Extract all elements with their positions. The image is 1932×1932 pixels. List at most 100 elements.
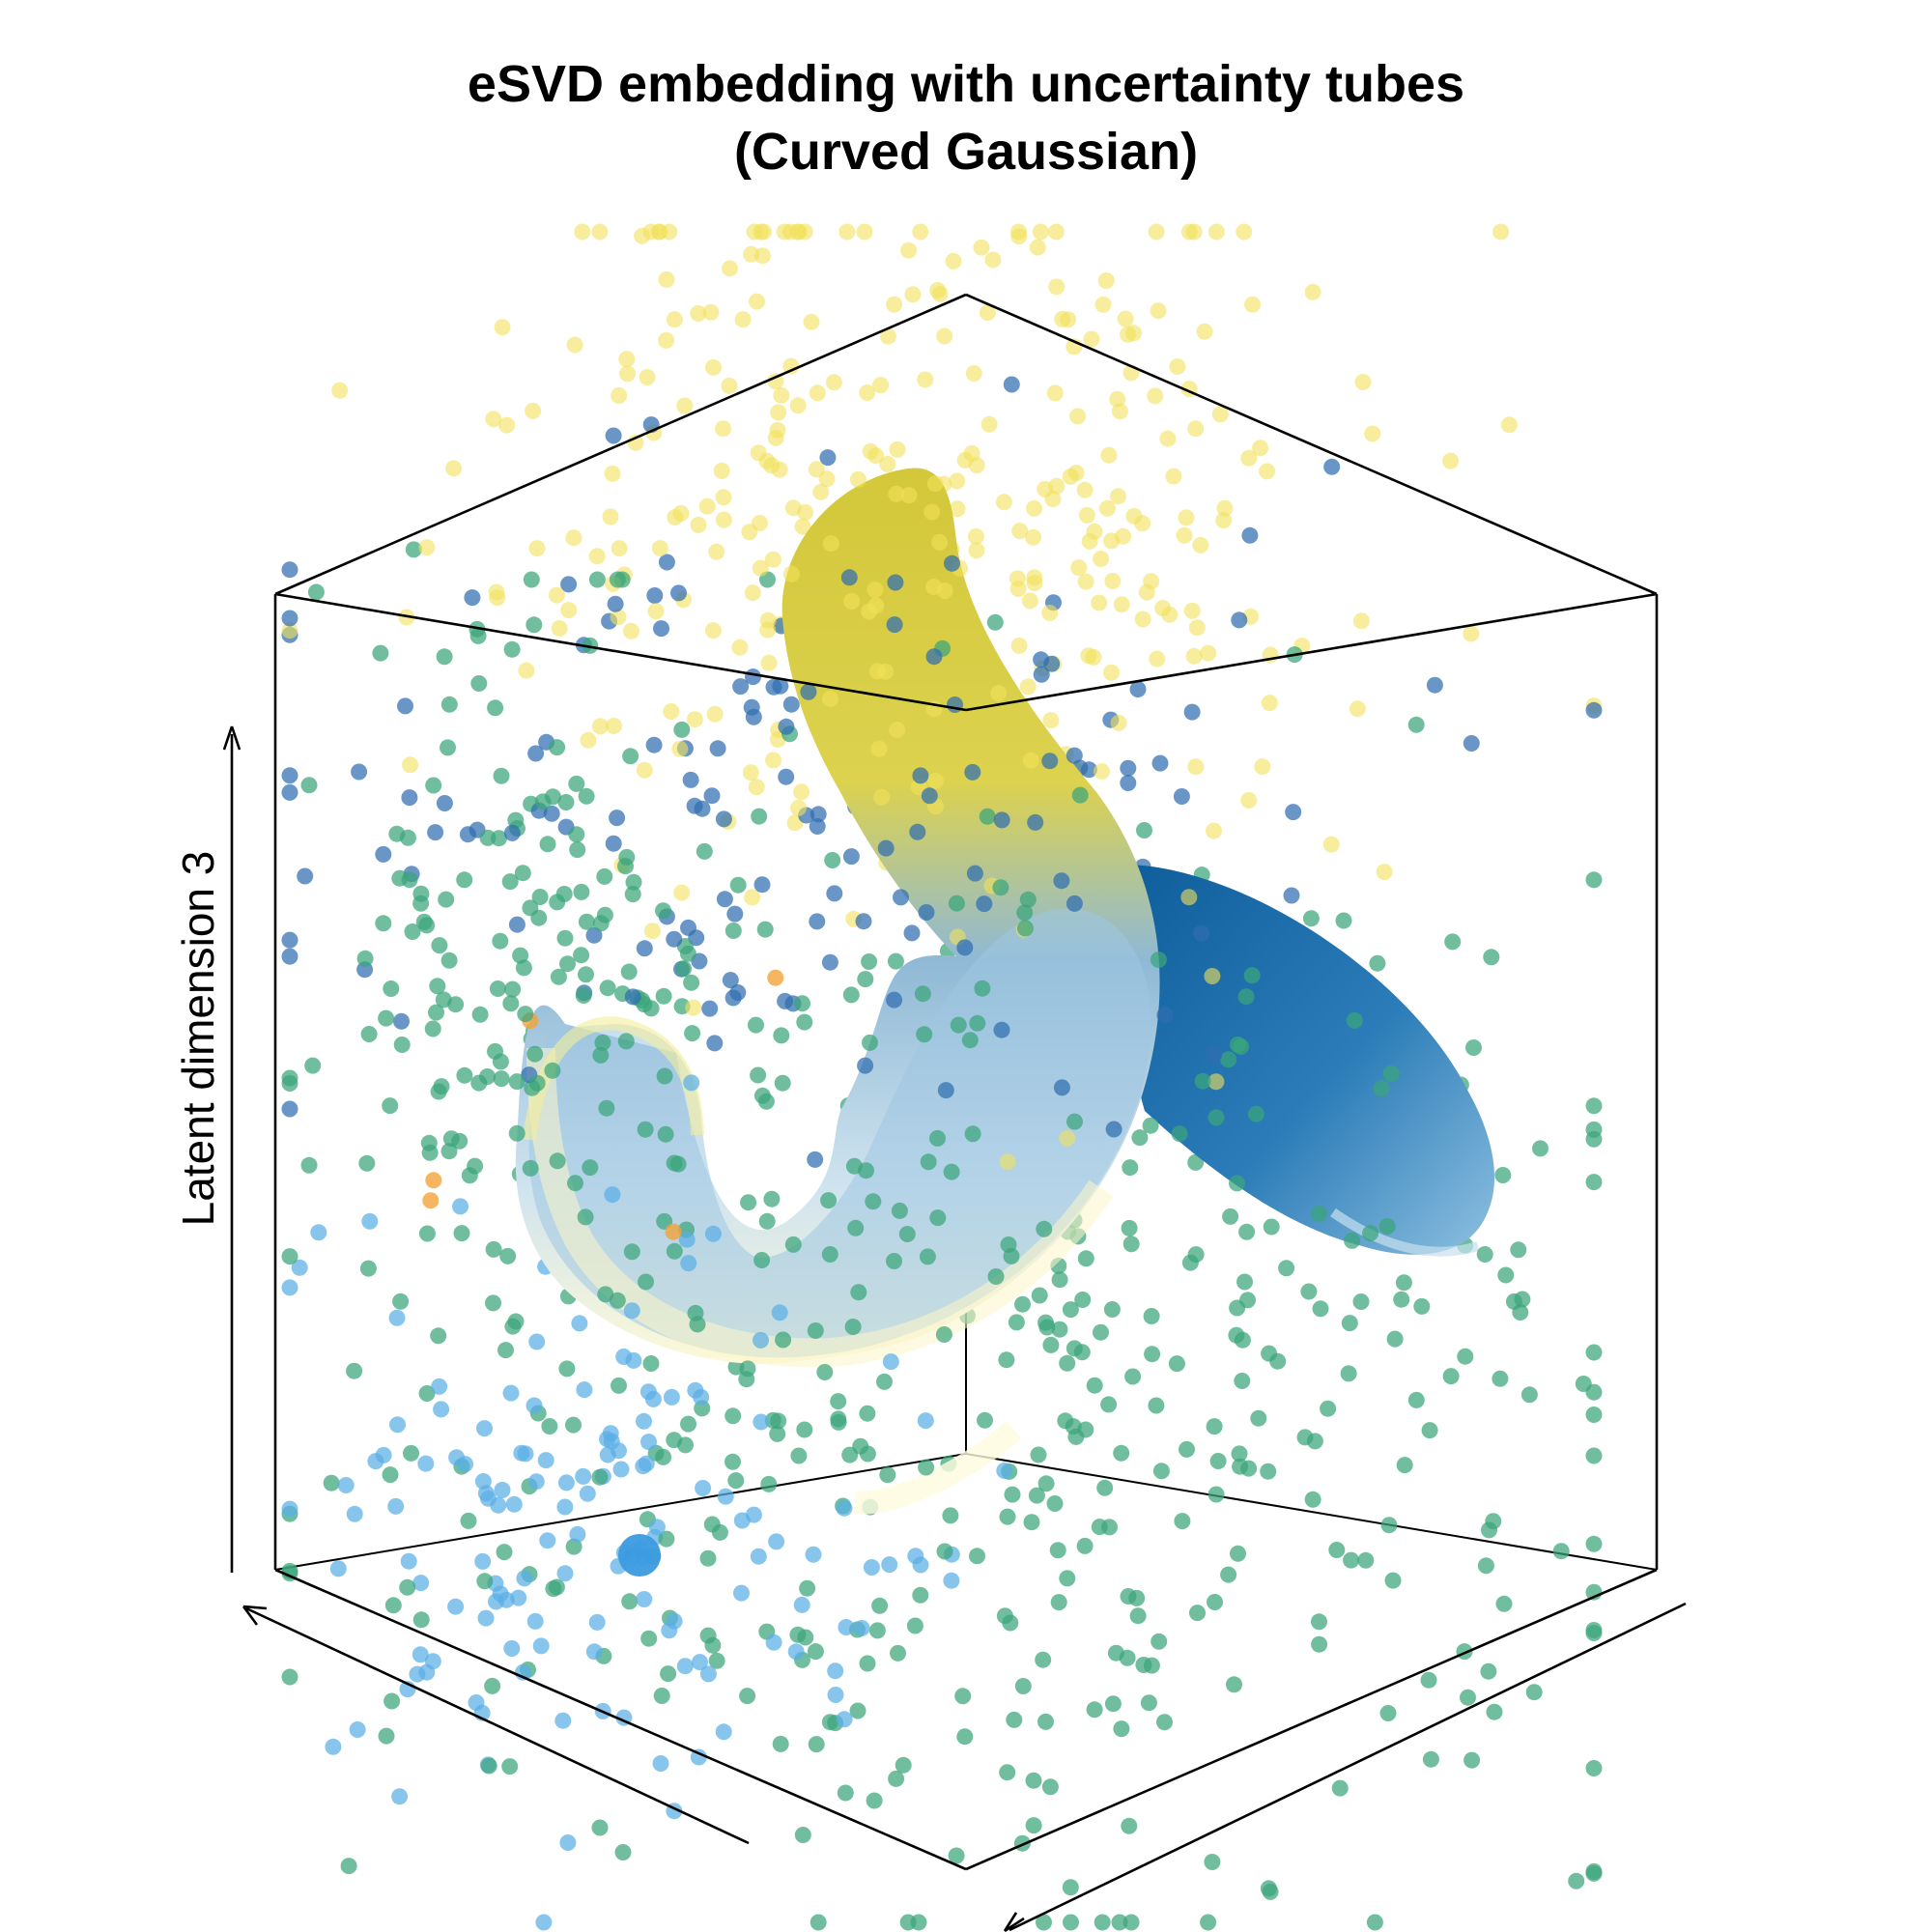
cell-point (609, 571, 626, 588)
cell-point (673, 884, 691, 901)
cell-point (1187, 758, 1205, 776)
cell-point (585, 926, 603, 944)
cell-point (559, 1834, 577, 1851)
cell-point (1384, 1572, 1402, 1589)
cell-point (310, 1224, 327, 1241)
cell-point (1148, 1397, 1165, 1414)
cell-point (1206, 1418, 1223, 1435)
cell-point (683, 974, 700, 991)
cell-point (695, 1480, 712, 1496)
cell-point (378, 1727, 395, 1745)
cell-point (796, 1421, 813, 1438)
cell-point (698, 497, 716, 515)
cell-point (1059, 1570, 1076, 1587)
cell-point (566, 336, 583, 354)
cell-point (868, 1622, 886, 1639)
cell-point (1165, 468, 1182, 485)
cell-point (497, 1342, 514, 1359)
cell-point (651, 540, 668, 556)
cell-point (400, 1552, 417, 1570)
cell-point (1442, 452, 1460, 469)
cell-point (1029, 239, 1046, 256)
cell-point (648, 1519, 666, 1536)
cell-point (281, 1069, 298, 1087)
cell-point (516, 1570, 533, 1587)
cell-point (1568, 1872, 1585, 1889)
cell-point (403, 1444, 419, 1462)
cell-point (1520, 1386, 1538, 1404)
cell-point (281, 1500, 298, 1518)
cell-point (773, 1027, 790, 1044)
cell-point (1208, 223, 1225, 241)
cell-point (993, 811, 1010, 829)
cell-point (399, 1578, 416, 1596)
cell-point (471, 1006, 489, 1023)
cell-point (1041, 753, 1059, 770)
cell-point (1189, 1605, 1206, 1622)
cell-point (867, 597, 885, 614)
cell-point (445, 460, 463, 477)
cell-point (886, 991, 903, 1009)
cell-point (1042, 712, 1060, 729)
cell-point (412, 1611, 430, 1629)
cell-point (526, 1045, 544, 1063)
cell-point (805, 1546, 822, 1563)
cell-point (658, 554, 675, 571)
cell-point (996, 1607, 1013, 1625)
cell-point (1465, 1039, 1482, 1056)
cell-point (574, 223, 591, 241)
cell-point (1208, 1486, 1225, 1503)
cell-point (1143, 1308, 1160, 1324)
cell-point (888, 1770, 905, 1787)
cell-point (588, 1613, 606, 1631)
cell-point (923, 503, 941, 521)
cell-point (1091, 1519, 1108, 1536)
cell-point (729, 876, 747, 894)
cell-point (1481, 1521, 1497, 1539)
cell-point (752, 559, 769, 577)
cell-point (799, 1579, 816, 1597)
cell-point (1346, 1011, 1363, 1029)
cell-point (464, 589, 481, 607)
cell-point (1016, 920, 1034, 937)
cell-point (1183, 602, 1201, 619)
cell-point (704, 622, 722, 639)
box-edge-top-right (965, 293, 1658, 596)
cell-point (557, 1474, 575, 1492)
cell-point (1396, 1457, 1413, 1474)
cell-point (895, 1756, 912, 1774)
z-axis-arrowhead (222, 725, 242, 751)
cell-point (1010, 228, 1028, 245)
cell-point (969, 1014, 986, 1032)
cell-point (733, 1584, 750, 1602)
cell-point (765, 1634, 782, 1651)
cell-point (1262, 1883, 1279, 1900)
cell-point (995, 494, 1012, 511)
cell-point (488, 583, 505, 601)
cell-point (964, 1125, 981, 1143)
cell-point (1575, 1376, 1592, 1392)
cell-point (412, 885, 430, 902)
cell-point (980, 415, 998, 433)
cell-point (1442, 1368, 1460, 1385)
cell-point (789, 397, 807, 414)
box-edge-back-bottom-left (274, 1453, 967, 1571)
cell-point (281, 1668, 298, 1686)
cell-point (655, 987, 672, 1005)
cell-point (673, 721, 691, 738)
cell-point (879, 327, 896, 345)
cell-point (916, 1026, 933, 1043)
cell-point (503, 1640, 521, 1657)
cell-point (513, 1444, 530, 1462)
cell-point (609, 810, 626, 827)
cell-point (724, 1407, 742, 1425)
cell-point (582, 1159, 599, 1177)
cell-point (709, 740, 726, 757)
cell-point (531, 889, 549, 905)
cell-point (1206, 1046, 1223, 1064)
cell-point (842, 848, 860, 866)
cell-point (591, 1819, 609, 1836)
cell-point (512, 947, 529, 964)
cell-point (767, 373, 784, 390)
cell-point (515, 959, 532, 977)
